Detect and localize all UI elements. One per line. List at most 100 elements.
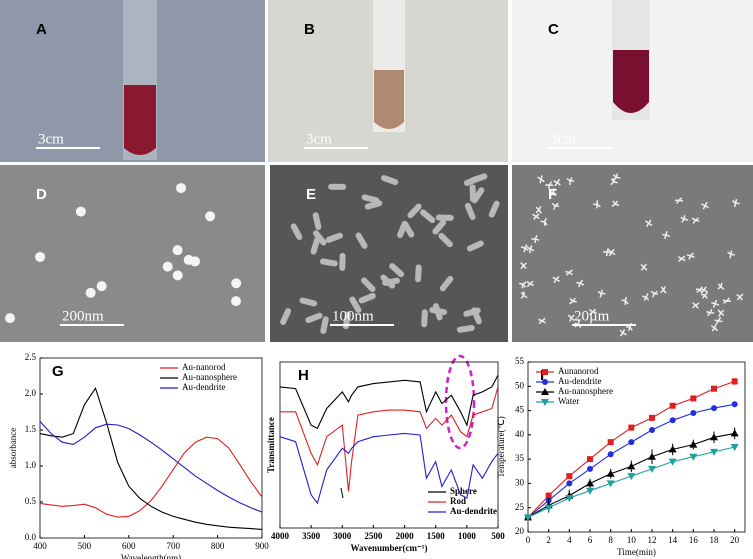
panel-labels: A 3cm B 3cm C 3cm D 200nm E 100nm F 20µm: [36, 21, 636, 326]
panel-label: D: [36, 186, 47, 203]
y-axis-label: Temperature(℃): [496, 416, 506, 477]
dendrite-arm: [653, 290, 658, 295]
x-tick-label: 1500: [427, 531, 446, 541]
dendrite-arm: [718, 312, 722, 317]
y-axis-label: absorbance: [8, 428, 18, 468]
scale-label: 3cm: [38, 131, 64, 147]
nanorod: [325, 232, 343, 243]
marker: [587, 465, 593, 472]
dendrite-arm: [714, 319, 719, 322]
y-tick-label: 30: [515, 477, 525, 487]
scale-label: 20µm: [574, 308, 610, 324]
y-tick-label: 1.5: [25, 424, 37, 434]
x-tick-label: 700: [166, 541, 180, 551]
dendrite-arm: [690, 252, 694, 257]
dendrite-arm: [577, 320, 580, 325]
dendrite-arm: [739, 293, 744, 298]
dendrite-arm: [553, 205, 556, 210]
nanorod: [328, 183, 347, 190]
x-tick-label: 4000: [271, 531, 290, 541]
nanorod: [361, 277, 376, 293]
x-tick-label: 3500: [302, 531, 321, 541]
dendrite-arm: [704, 201, 708, 206]
dendrite-arm: [538, 318, 543, 322]
dendrite-arm: [691, 217, 696, 221]
dendrite-arm: [526, 280, 531, 285]
panel-label: G: [52, 363, 64, 380]
marker: [566, 473, 573, 480]
plot-frame: [39, 357, 263, 539]
legend-label: Aunanorod: [558, 366, 599, 376]
dendrite-arm: [700, 293, 706, 296]
nanorod: [488, 200, 500, 218]
nanorod: [380, 274, 396, 289]
dendrite-arm: [643, 263, 647, 268]
legend-marker: [541, 399, 549, 406]
dendrite-arm: [717, 316, 722, 322]
nanorod: [420, 209, 436, 224]
y-tick-label: 55: [515, 356, 525, 366]
dendrite-arm: [709, 308, 713, 314]
marker: [586, 479, 594, 487]
nanosphere: [96, 281, 107, 292]
marker: [689, 453, 698, 461]
nanorod: [421, 309, 428, 328]
sem-features: [5, 173, 744, 337]
dendrite-arm: [592, 308, 597, 313]
dendrite-arm: [692, 302, 697, 306]
x-tick-label: 900: [255, 541, 269, 551]
marker: [690, 410, 697, 416]
dendrite-arm: [552, 191, 557, 196]
legend-marker: [541, 388, 549, 395]
dendrite-arm: [640, 266, 645, 271]
dendrite-arm: [556, 178, 561, 183]
nanosphere: [172, 270, 183, 281]
nanorod: [432, 303, 443, 321]
dendrite-arm: [524, 244, 528, 249]
x-tick-label: 2: [546, 535, 551, 545]
dendrite-arm: [613, 181, 618, 184]
marker: [710, 448, 718, 456]
dendrite-arm: [534, 235, 538, 240]
legend-label: Au-dendrite: [450, 506, 497, 516]
dendrite-arm: [665, 230, 668, 236]
marker: [711, 385, 717, 392]
dendrite-arm: [624, 296, 627, 302]
dendrite-arm: [555, 275, 560, 280]
scale-label: 3cm: [550, 131, 576, 147]
nanorod: [415, 264, 422, 283]
dendrite-arm: [522, 281, 527, 285]
x-tick-label: 0: [526, 535, 531, 545]
y-tick-label: 45: [515, 405, 525, 415]
marker: [669, 402, 676, 409]
dendrite-arm: [600, 289, 603, 294]
nanorod: [397, 220, 408, 239]
x-tick-label: 4: [567, 535, 572, 545]
marker: [731, 401, 738, 408]
marker: [649, 414, 655, 421]
scale-label: 100nm: [332, 308, 374, 324]
marker: [544, 504, 553, 512]
dendrite-arm: [535, 213, 540, 217]
marker: [711, 405, 717, 412]
dendrite-arm: [684, 218, 689, 221]
dendrite-arm: [706, 310, 711, 314]
dendrite-arm: [520, 246, 526, 249]
y-tick-label: 0.5: [25, 496, 37, 506]
x-tick-label: 1000: [458, 531, 477, 541]
marker: [669, 417, 676, 424]
dendrite-arm: [540, 220, 545, 223]
dendrite-arm: [720, 286, 725, 291]
x-tick-label: 10: [627, 535, 637, 545]
nanorod: [310, 237, 321, 255]
nanorod: [339, 252, 346, 271]
nanosphere: [85, 287, 96, 298]
panel-label: F: [548, 186, 557, 203]
legend-label: Sphere: [450, 486, 477, 496]
dendrite-arm: [720, 282, 723, 287]
y-tick-label: 25: [515, 502, 525, 512]
x-tick-label: 400: [33, 541, 47, 551]
dendrite-arm: [726, 297, 730, 302]
nanosphere: [231, 278, 242, 289]
y-axis-label: Transmittance: [266, 417, 276, 473]
